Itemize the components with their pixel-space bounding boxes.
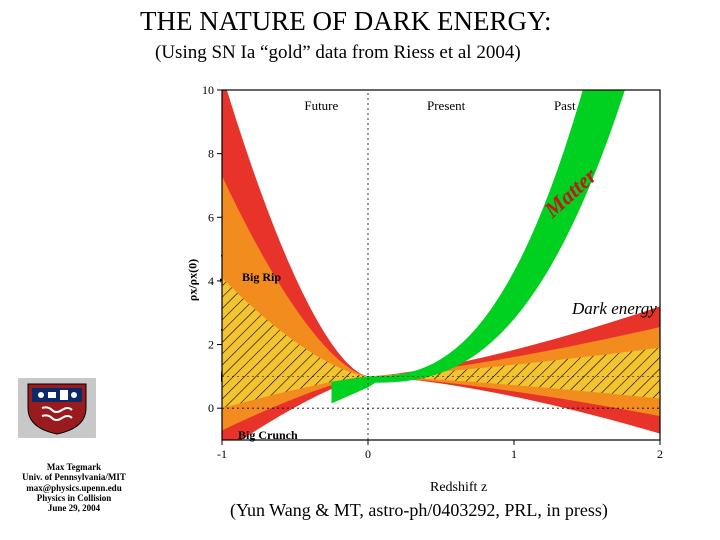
svg-text:4: 4 bbox=[208, 274, 214, 288]
author-email: max@physics.upenn.edu bbox=[4, 483, 144, 493]
author-name: Max Tegmark bbox=[4, 462, 144, 472]
svg-text:2: 2 bbox=[208, 338, 214, 352]
svg-text:2: 2 bbox=[657, 447, 663, 461]
time-past: Past bbox=[554, 98, 576, 114]
svg-text:-1: -1 bbox=[217, 447, 227, 461]
subtitle: (Using SN Ia “gold” data from Riess et a… bbox=[155, 42, 521, 64]
svg-text:1: 1 bbox=[511, 447, 517, 461]
big-rip-label: Big Rip bbox=[242, 270, 281, 285]
time-labels-row: Future Present Past bbox=[260, 98, 620, 114]
author-affiliation: Univ. of Pennsylvania/MIT bbox=[4, 472, 144, 482]
author-block: Max Tegmark Univ. of Pennsylvania/MIT ma… bbox=[4, 462, 144, 514]
big-crunch-label: Big Crunch bbox=[238, 428, 298, 443]
x-axis-label: Redshift z bbox=[430, 480, 487, 496]
svg-text:0: 0 bbox=[365, 447, 371, 461]
svg-text:10: 10 bbox=[202, 83, 214, 97]
dark-energy-label: Dark energy bbox=[572, 300, 657, 317]
svg-text:6: 6 bbox=[208, 210, 214, 224]
citation: (Yun Wang & MT, astro-ph/0403292, PRL, i… bbox=[230, 500, 608, 521]
page-title: THE NATURE OF DARK ENERGY: bbox=[140, 6, 552, 37]
author-event: Physics in Collision bbox=[4, 493, 144, 503]
author-date: June 29, 2004 bbox=[4, 503, 144, 513]
time-present: Present bbox=[427, 98, 465, 114]
svg-text:8: 8 bbox=[208, 147, 214, 161]
time-future: Future bbox=[304, 98, 338, 114]
svg-text:0: 0 bbox=[208, 401, 214, 415]
penn-shield-icon bbox=[18, 378, 96, 438]
